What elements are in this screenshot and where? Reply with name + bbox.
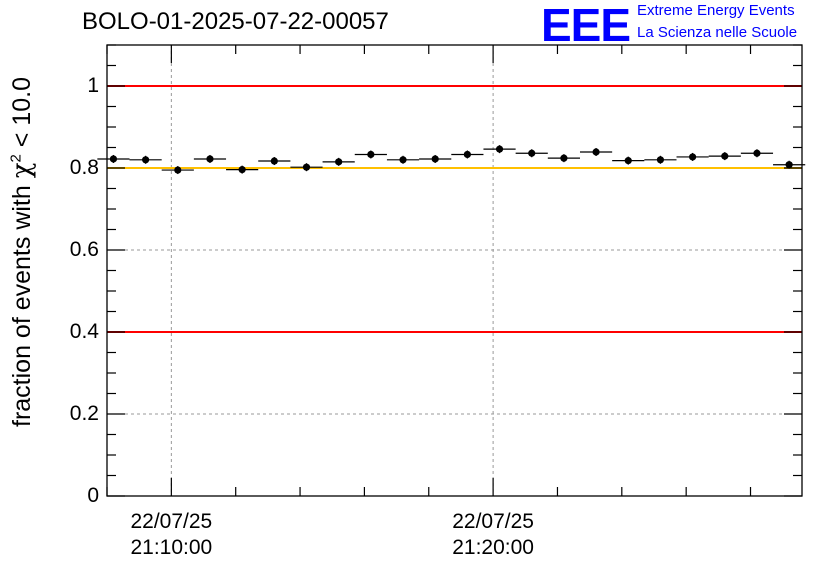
x-tick-date: 22/07/25 (130, 510, 213, 533)
data-point (129, 155, 162, 164)
data-point (226, 165, 259, 174)
y-axis-label-sup: 2 (7, 154, 25, 163)
data-point (386, 155, 420, 164)
data-point (708, 152, 741, 161)
x-tick-label: 22/07/25 21:10:00 (91, 509, 251, 561)
marker (463, 150, 471, 159)
marker (656, 156, 665, 164)
data-point (354, 150, 387, 159)
marker (238, 166, 246, 174)
marker (753, 149, 761, 157)
axes (106, 44, 803, 497)
data-point (579, 148, 613, 157)
x-tick-date: 22/07/25 (452, 510, 534, 533)
marker (689, 153, 697, 161)
marker (174, 166, 182, 174)
y-tick-label: 0.6 (69, 238, 99, 261)
marker (592, 148, 600, 156)
y-tick-label: 0.2 (69, 402, 99, 425)
marker (495, 145, 504, 153)
chart-title: BOLO-01-2025-07-22-00057 (82, 8, 389, 35)
marker (431, 155, 439, 163)
y-tick-label: 0.4 (69, 320, 99, 343)
y-tick-label: 0 (87, 484, 99, 507)
data-point (773, 160, 806, 169)
data-point (290, 163, 323, 172)
marker (270, 157, 278, 165)
y-axis-label-symbol: χ (7, 162, 37, 179)
x-tick-time: 21:10:00 (130, 536, 213, 559)
data-point (483, 145, 516, 154)
x-tick-label: 22/07/25 21:20:00 (413, 509, 573, 561)
reference-lines (107, 85, 802, 333)
y-tick-label: 1 (87, 74, 99, 97)
data-point (193, 154, 227, 163)
marker (367, 150, 375, 159)
data-points (97, 145, 806, 175)
marker (109, 155, 118, 163)
logo-subtitle-2: La Scienza nelle Scuole (637, 24, 798, 41)
marker (142, 156, 150, 164)
data-point (612, 156, 645, 165)
y-axis-label-prefix: fraction of events with (8, 178, 36, 427)
grid-lines (107, 45, 802, 496)
data-point (740, 149, 774, 158)
marker (399, 156, 407, 164)
logo-subtitle-1: Extreme Energy Events (637, 2, 795, 19)
data-point (322, 157, 355, 166)
marker (624, 157, 632, 165)
marker (721, 152, 729, 160)
data-point (258, 157, 291, 166)
eee-logo: EEE (541, 0, 631, 51)
marker (335, 158, 343, 166)
data-point (451, 150, 484, 159)
data-point (161, 166, 194, 175)
data-point (644, 155, 677, 164)
data-point (676, 152, 709, 161)
y-axis-label-suffix: < 10.0 (8, 77, 36, 155)
plot-frame (106, 44, 803, 497)
marker (785, 161, 793, 169)
marker (528, 149, 536, 157)
marker (206, 155, 214, 163)
data-point (515, 149, 548, 158)
x-tick-time: 21:20:00 (452, 536, 534, 559)
marker (560, 154, 568, 162)
data-point (97, 154, 130, 163)
marker (302, 163, 311, 171)
data-point (547, 154, 580, 163)
y-tick-label: 0.8 (69, 156, 99, 179)
data-point (419, 154, 452, 163)
